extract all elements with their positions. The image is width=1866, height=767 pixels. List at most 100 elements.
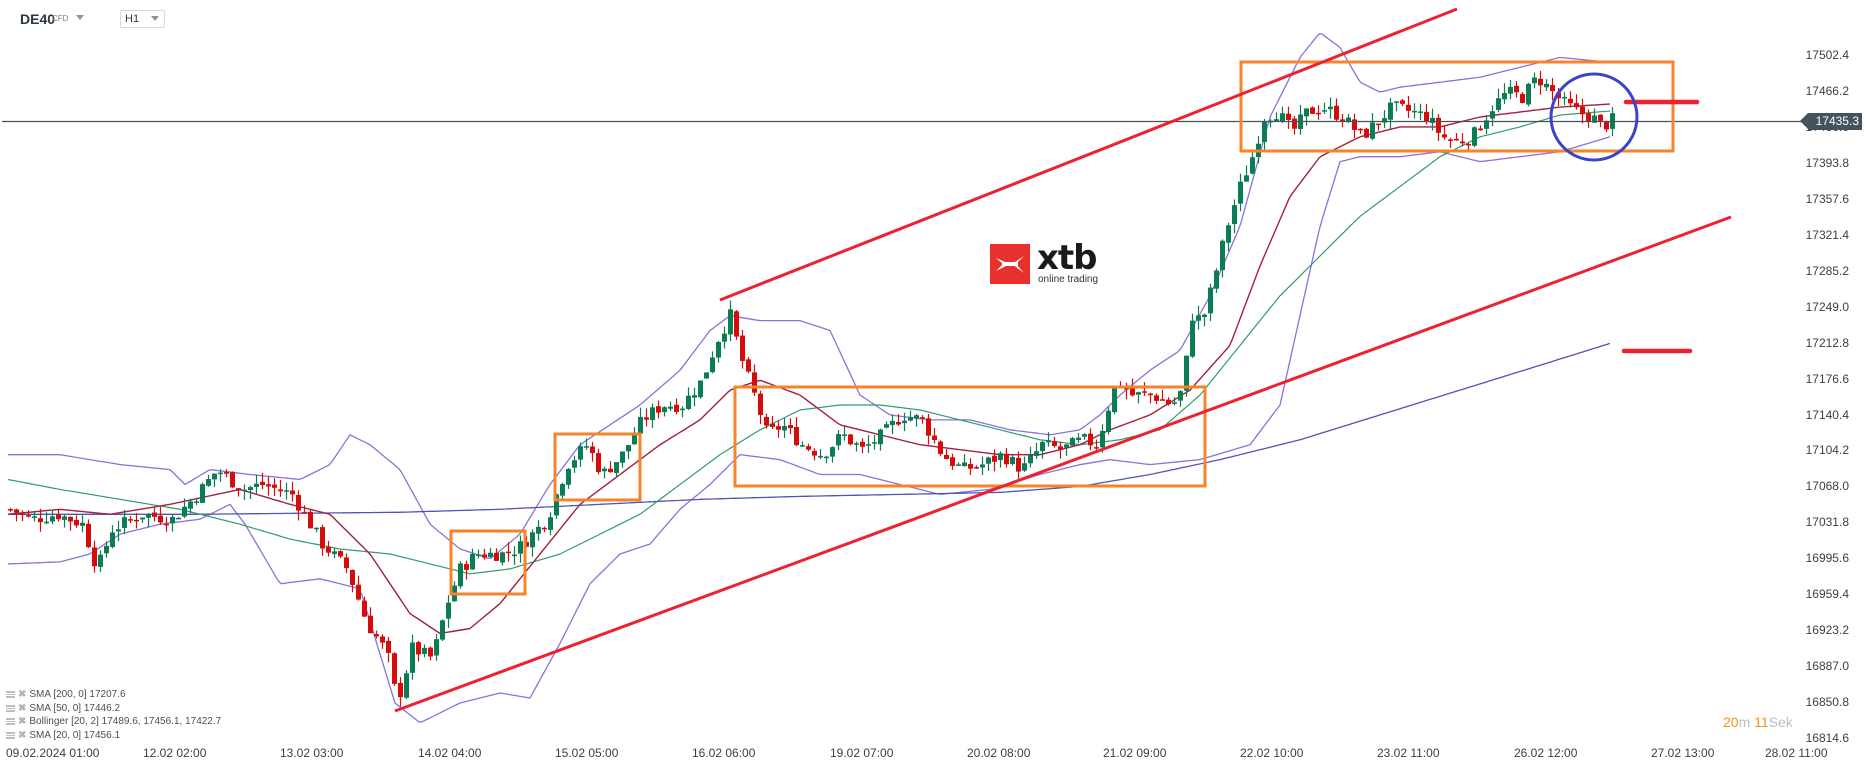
price-axis-label: 17176.6	[1805, 371, 1849, 386]
bullish-candle	[470, 553, 475, 570]
bullish-candle	[602, 468, 607, 472]
bearish-candle	[86, 523, 91, 548]
remove-indicator-icon[interactable]: ✖	[18, 702, 27, 714]
bullish-candle	[836, 434, 841, 446]
bearish-candle	[1442, 134, 1447, 138]
trendline[interactable]	[394, 215, 1732, 713]
remove-indicator-icon[interactable]: ✖	[18, 716, 27, 727]
bullish-candle	[548, 517, 553, 530]
bullish-candle	[1526, 83, 1531, 105]
bullish-candle	[998, 453, 1003, 461]
indicator-settings-icon[interactable]	[6, 691, 15, 699]
legend-sma200[interactable]: ✖ SMA [200, 0] 17207.6	[6, 688, 221, 702]
legend-bollinger[interactable]: ✖ Bollinger [20, 2] 17489.6, 17456.1, 17…	[6, 715, 221, 729]
bearish-candle	[260, 481, 265, 486]
symbol-dropdown-caret-icon[interactable]	[76, 15, 84, 20]
bearish-candle	[860, 441, 865, 447]
bullish-candle	[536, 526, 541, 534]
indicator-settings-icon[interactable]	[6, 731, 15, 739]
bearish-candle	[806, 446, 811, 450]
remove-indicator-icon[interactable]: ✖	[18, 689, 27, 700]
consolidation-box[interactable]	[449, 529, 527, 596]
price-axis-label: 17502.4	[1805, 48, 1849, 62]
bullish-candle	[716, 341, 721, 358]
time-axis-label: 23.02 11:00	[1377, 746, 1440, 760]
bearish-candle	[1556, 92, 1561, 99]
bullish-candle	[146, 514, 151, 518]
bearish-candle	[1454, 138, 1459, 141]
bullish-candle	[620, 451, 625, 463]
bullish-candle	[1208, 287, 1213, 314]
bullish-candle	[1190, 320, 1195, 357]
bearish-candle	[1130, 387, 1135, 396]
bullish-candle	[1508, 86, 1513, 94]
bullish-candle	[62, 516, 67, 520]
consolidation-box[interactable]	[733, 385, 1207, 488]
price-axis-label: 16814.6	[1805, 731, 1849, 746]
indicator-legend: ✖ SMA [200, 0] 17207.6 ✖ SMA [50, 0] 174…	[6, 688, 221, 742]
bullish-candle	[1100, 430, 1105, 448]
bearish-candle	[1598, 114, 1603, 121]
bullish-candle	[104, 545, 109, 554]
highlight-circle[interactable]	[1549, 72, 1639, 162]
bullish-candle	[800, 445, 805, 447]
bearish-candle	[920, 417, 925, 419]
bullish-candle	[1412, 110, 1417, 113]
bearish-candle	[656, 406, 661, 413]
symbol-name[interactable]: DE40	[20, 11, 56, 27]
bullish-candle	[980, 464, 985, 468]
indicator-settings-icon[interactable]	[6, 704, 15, 712]
sma20-line	[7, 103, 1611, 635]
bullish-candle	[440, 620, 445, 640]
bearish-candle	[1478, 128, 1483, 131]
bullish-candle	[884, 424, 889, 428]
bearish-candle	[398, 682, 403, 698]
bullish-candle	[560, 484, 565, 496]
indicator-settings-icon[interactable]	[6, 718, 15, 726]
bearish-candle	[230, 472, 235, 488]
bearish-candle	[1550, 85, 1555, 92]
bullish-candle	[1076, 437, 1081, 441]
bullish-candle	[410, 642, 415, 673]
consolidation-box[interactable]	[1239, 60, 1675, 153]
bullish-candle	[1250, 157, 1255, 174]
bearish-candle	[290, 490, 295, 495]
bullish-candle	[722, 333, 727, 342]
bearish-candle	[1400, 100, 1405, 104]
bullish-candle	[686, 395, 691, 410]
bearish-candle	[1460, 141, 1465, 144]
bullish-candle	[854, 443, 859, 445]
bullish-candle	[830, 447, 835, 457]
bullish-candle	[1184, 355, 1189, 391]
bearish-candle	[776, 426, 781, 430]
bearish-candle	[740, 335, 745, 361]
legend-sma20[interactable]: ✖ SMA [20, 0] 17456.1	[6, 729, 221, 743]
bullish-candle	[122, 517, 127, 528]
sma200-line	[8, 342, 1611, 515]
price-axis-label: 16923.2	[1805, 623, 1849, 638]
trendline[interactable]	[719, 7, 1458, 302]
bearish-candle	[944, 454, 949, 460]
timeframe-select[interactable]: H1	[120, 10, 165, 28]
bullish-candle	[1106, 410, 1111, 432]
bearish-candle	[164, 523, 169, 526]
consolidation-box[interactable]	[553, 432, 642, 502]
bearish-candle	[746, 359, 751, 372]
bullish-candle	[878, 429, 883, 445]
remove-indicator-icon[interactable]: ✖	[18, 729, 27, 741]
price-axis-label: 17466.2	[1805, 83, 1849, 98]
bullish-candle	[1490, 111, 1495, 119]
legend-sma50[interactable]: ✖ SMA [50, 0] 17446.2	[6, 702, 221, 716]
bullish-candle	[176, 517, 181, 520]
bullish-candle	[650, 407, 655, 421]
drawing-annotations[interactable]	[394, 7, 1732, 713]
bullish-candle	[476, 554, 481, 557]
bullish-candle	[194, 501, 199, 503]
bearish-candle	[926, 418, 931, 436]
price-axis-label: 16887.0	[1805, 659, 1849, 674]
bullish-candle	[1472, 127, 1477, 146]
bearish-candle	[764, 416, 769, 426]
price-axis-label: 17068.0	[1805, 479, 1849, 494]
time-axis-label: 14.02 04:00	[418, 746, 482, 760]
